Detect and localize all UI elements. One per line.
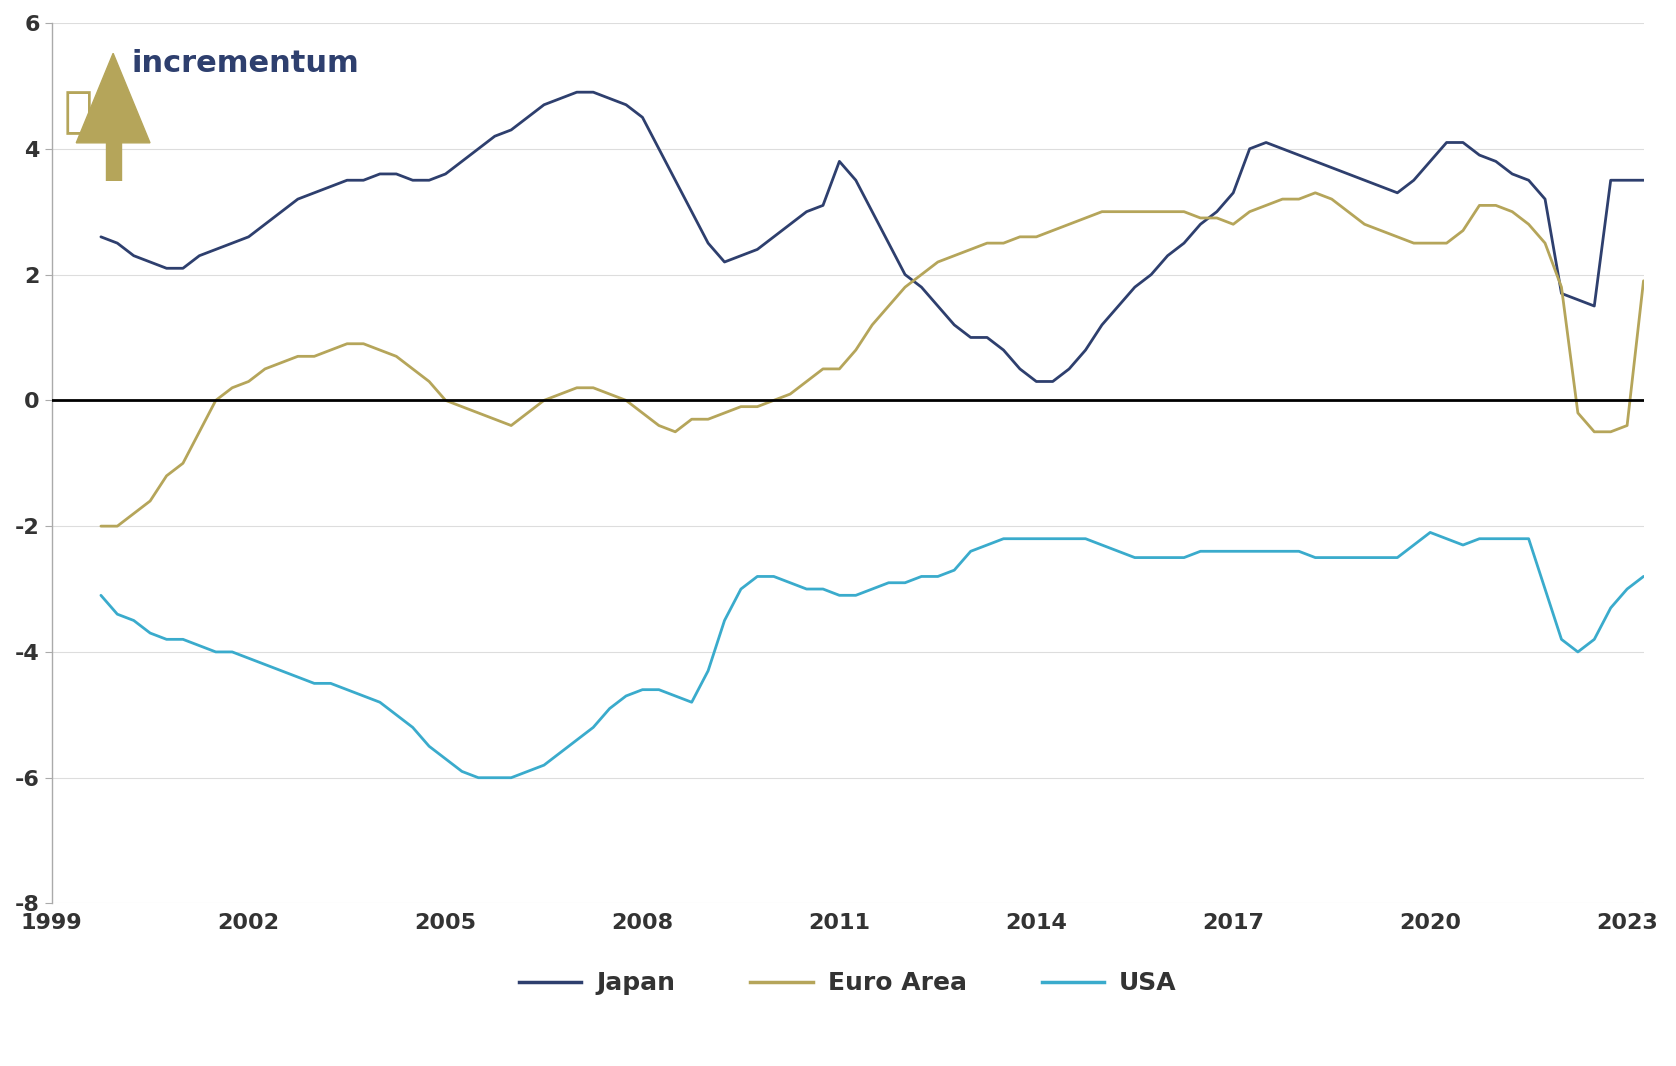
Legend: Japan, Euro Area, USA: Japan, Euro Area, USA xyxy=(508,962,1187,1005)
Text: 🌳: 🌳 xyxy=(64,87,92,136)
Polygon shape xyxy=(106,136,121,181)
Polygon shape xyxy=(77,53,151,143)
Text: incrementum: incrementum xyxy=(131,49,359,79)
